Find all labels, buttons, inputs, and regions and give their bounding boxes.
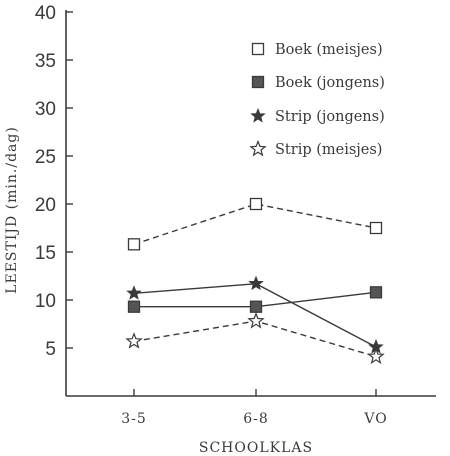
data-point — [125, 332, 143, 349]
data-point — [369, 221, 383, 235]
legend-marker — [251, 75, 265, 89]
legend-item: Boek (jongens) — [251, 75, 385, 91]
legend-item: Strip (jongens) — [250, 107, 385, 125]
legend-label: Boek (jongens) — [275, 75, 385, 91]
x-tick-label: 6-8 — [243, 411, 269, 427]
legend-label: Strip (jongens) — [275, 109, 385, 125]
x-axis-title: SCHOOLKLAS — [199, 440, 313, 456]
legend-item: Boek (meisjes) — [251, 42, 383, 58]
series-line — [133, 320, 377, 358]
y-axis-title: LEESTIJD (min./dag) — [4, 126, 20, 294]
data-point — [248, 275, 264, 291]
data-point — [127, 300, 141, 313]
x-tick-label: VO — [363, 411, 387, 427]
y-tick-label: 40 — [35, 3, 56, 24]
data-point — [249, 197, 263, 211]
legend-label: Strip (meisjes) — [275, 142, 382, 158]
y-tick-label: 20 — [35, 195, 56, 216]
legend-item: Strip (meisjes) — [249, 139, 382, 158]
series-4 — [125, 311, 385, 365]
series-1 — [127, 197, 383, 251]
data-point — [127, 238, 141, 251]
data-point — [126, 285, 142, 300]
y-tick-label: 5 — [45, 339, 56, 360]
legend-marker — [249, 139, 267, 157]
series-2 — [127, 286, 383, 313]
legend-label: Boek (meisjes) — [275, 42, 383, 58]
series-3 — [126, 275, 384, 354]
legend-marker — [250, 107, 266, 123]
data-point — [249, 300, 263, 313]
data-point — [247, 311, 265, 329]
y-tick-label: 10 — [35, 291, 56, 312]
series-line — [133, 203, 377, 245]
y-tick-label: 25 — [35, 147, 56, 168]
y-tick-label: 30 — [35, 99, 56, 120]
y-tick-label: 15 — [35, 243, 56, 264]
axes: 5 10 15 20 25 30 35 40 3-5 6-8 VO — [35, 3, 436, 427]
data-point — [369, 286, 383, 299]
legend-marker — [251, 42, 265, 56]
y-tick-label: 35 — [35, 51, 56, 72]
series-layer — [125, 197, 385, 365]
x-tick-label: 3-5 — [121, 411, 147, 427]
legend: Boek (meisjes) Boek (jongens) Strip (jonge… — [249, 42, 385, 158]
data-point — [367, 347, 385, 365]
